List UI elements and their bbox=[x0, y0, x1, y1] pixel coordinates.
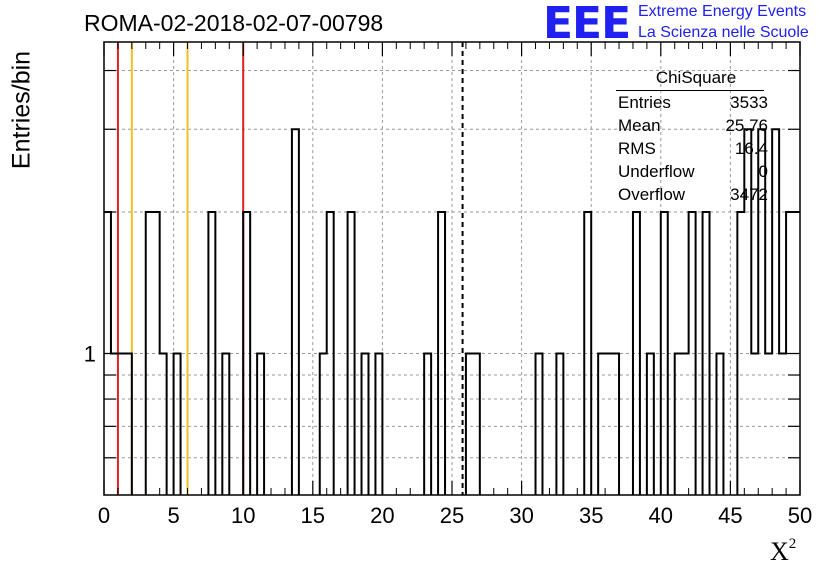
stats-label: Overflow bbox=[618, 185, 686, 204]
histogram-bars bbox=[104, 128, 800, 495]
stats-value: 25.76 bbox=[725, 116, 768, 135]
stats-row-entries: Entries 3533 bbox=[612, 91, 772, 114]
y-axis-label: Entries/bin bbox=[7, 50, 36, 170]
x-tick-label: 0 bbox=[98, 503, 110, 528]
stats-row-underflow: Underflow 0 bbox=[612, 160, 772, 183]
stats-label: Underflow bbox=[618, 162, 695, 181]
grid-lines bbox=[104, 42, 800, 495]
eee-logo: EEE bbox=[543, 0, 631, 49]
stats-box: ChiSquare Entries 3533 Mean 25.76 RMS 16… bbox=[612, 66, 772, 206]
stats-row-rms: RMS 16.4 bbox=[612, 137, 772, 160]
stats-row-mean: Mean 25.76 bbox=[612, 114, 772, 137]
reference-lines bbox=[116, 42, 464, 495]
x-tick-label: 40 bbox=[649, 503, 673, 528]
x-tick-label: 45 bbox=[718, 503, 742, 528]
x-tick-label: 25 bbox=[440, 503, 464, 528]
stats-label: RMS bbox=[618, 139, 656, 158]
tick-labels: 0 5 10 15 20 25 30 35 40 45 50 1 bbox=[84, 342, 812, 528]
logo-subtitle-2: La Scienza nelle Scuole bbox=[638, 24, 809, 41]
stats-value: 3533 bbox=[730, 93, 768, 112]
stats-value: 3472 bbox=[730, 185, 768, 204]
x-tick-label: 50 bbox=[788, 503, 812, 528]
chart-title: ROMA-02-2018-02-07-00798 bbox=[84, 10, 384, 36]
stats-label: Entries bbox=[618, 93, 671, 112]
x-axis-label: X2 bbox=[770, 536, 797, 566]
stats-value: 0 bbox=[758, 162, 768, 181]
x-tick-label: 20 bbox=[370, 503, 394, 528]
logo-subtitle-1: Extreme Energy Events bbox=[638, 3, 807, 20]
stats-value: 16.4 bbox=[734, 139, 768, 158]
x-tick-label: 35 bbox=[579, 503, 603, 528]
stats-label: Mean bbox=[618, 116, 661, 135]
x-tick-label: 10 bbox=[231, 503, 255, 528]
y-tick-label: 1 bbox=[84, 342, 96, 367]
histogram-outline bbox=[104, 128, 800, 495]
x-tick-label: 15 bbox=[301, 503, 325, 528]
stats-row-overflow: Overflow 3472 bbox=[612, 183, 772, 206]
stats-title: ChiSquare bbox=[616, 66, 764, 91]
x-tick-label: 30 bbox=[509, 503, 533, 528]
x-tick-label: 5 bbox=[167, 503, 179, 528]
axis-ticks bbox=[103, 42, 801, 495]
